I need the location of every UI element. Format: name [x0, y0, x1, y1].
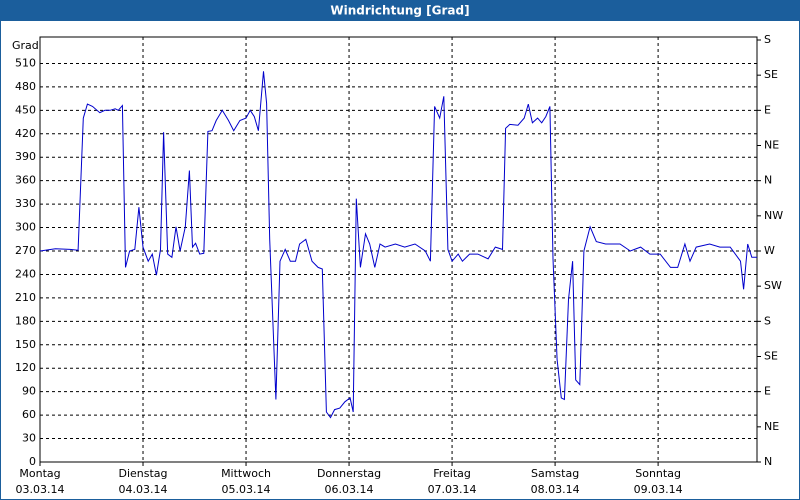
- chart-title: Windrichtung [Grad]: [330, 4, 469, 18]
- y-tick-label: 30: [22, 432, 36, 445]
- y-tick-label: 150: [15, 338, 36, 351]
- x-tick-label: 09.03.14: [634, 483, 683, 496]
- y-tick-label: 90: [22, 385, 36, 398]
- y-tick-label: 330: [15, 197, 36, 210]
- y-axis-label: Grad: [12, 39, 39, 52]
- y-tick-label: 270: [15, 244, 36, 257]
- y2-tick-label: SE: [764, 68, 778, 81]
- y-tick-label: 420: [15, 127, 36, 140]
- y2-tick-label: S: [764, 314, 771, 327]
- x-tick-label: Mittwoch: [221, 467, 271, 480]
- title-bar: [0, 0, 800, 21]
- y2-tick-label: E: [764, 385, 771, 398]
- x-tick-label: 08.03.14: [531, 483, 580, 496]
- x-tick-label: Montag: [19, 467, 60, 480]
- y-tick-label: 450: [15, 103, 36, 116]
- x-tick-label: 03.03.14: [16, 483, 65, 496]
- y2-tick-label: N: [764, 174, 772, 187]
- y-tick-label: 510: [15, 56, 36, 69]
- y-tick-label: 360: [15, 174, 36, 187]
- x-tick-label: Donnerstag: [317, 467, 381, 480]
- y-tick-label: 390: [15, 150, 36, 163]
- y-tick-label: 240: [15, 267, 36, 280]
- x-tick-label: Dienstag: [118, 467, 167, 480]
- x-tick-label: 04.03.14: [119, 483, 168, 496]
- y-tick-label: 180: [15, 314, 36, 327]
- y2-tick-label: E: [764, 103, 771, 116]
- y2-tick-label: SE: [764, 350, 778, 363]
- x-tick-label: 05.03.14: [222, 483, 271, 496]
- x-tick-label: Samstag: [531, 467, 579, 480]
- y-tick-label: 210: [15, 291, 36, 304]
- y2-tick-label: SW: [764, 279, 782, 292]
- x-tick-label: Sonntag: [635, 467, 681, 480]
- y2-tick-label: W: [764, 244, 775, 257]
- y2-tick-label: NE: [764, 139, 779, 152]
- y2-tick-label: NE: [764, 420, 779, 433]
- y-tick-label: 480: [15, 80, 36, 93]
- x-tick-label: Freitag: [433, 467, 471, 480]
- y-tick-label: 300: [15, 221, 36, 234]
- y-tick-label: 0: [29, 455, 36, 468]
- plot-area: [39, 36, 758, 463]
- x-tick-label: 07.03.14: [428, 483, 477, 496]
- y-tick-label: 120: [15, 361, 36, 374]
- y2-tick-label: NW: [764, 209, 783, 222]
- data-line: [39, 71, 757, 419]
- y2-tick-label: N: [764, 455, 772, 468]
- x-tick-label: 06.03.14: [325, 483, 374, 496]
- y2-tick-label: S: [764, 33, 771, 46]
- y-tick-label: 60: [22, 408, 36, 421]
